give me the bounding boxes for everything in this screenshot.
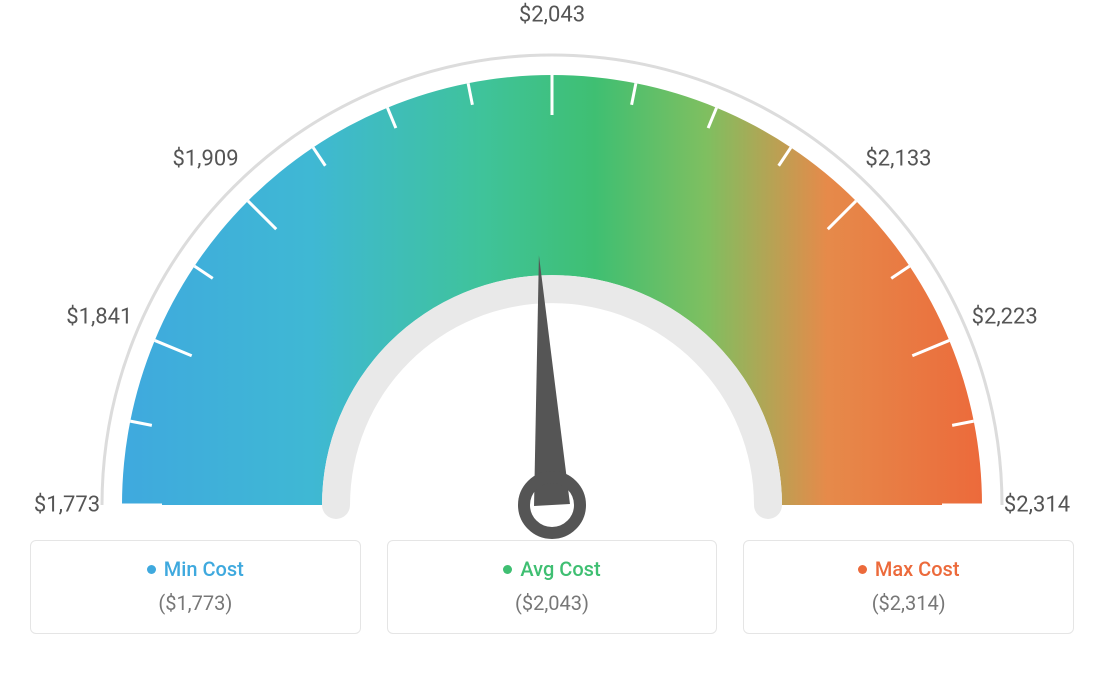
gauge-tick-label: $2,133 bbox=[865, 146, 931, 171]
legend-card-avg: Avg Cost ($2,043) bbox=[387, 540, 718, 634]
gauge-area: $1,773 $1,841 $1,909 $2,043 $2,133 $2,223 $2,3… bbox=[0, 0, 1104, 540]
legend-card-min: Min Cost ($1,773) bbox=[30, 540, 361, 634]
legend-value-avg: ($2,043) bbox=[388, 591, 717, 615]
gauge-tick-label: $2,314 bbox=[1004, 493, 1070, 518]
legend-title-max: Max Cost bbox=[858, 557, 960, 581]
legend-title-text: Avg Cost bbox=[520, 557, 600, 581]
gauge-tick-label: $2,223 bbox=[972, 305, 1038, 330]
legend-value-max: ($2,314) bbox=[744, 591, 1073, 615]
legend-card-max: Max Cost ($2,314) bbox=[743, 540, 1074, 634]
legend-value-min: ($1,773) bbox=[31, 591, 360, 615]
legend-dot-icon bbox=[858, 565, 867, 574]
legend-title-min: Min Cost bbox=[147, 557, 244, 581]
gauge-chart bbox=[0, 0, 1104, 540]
gauge-tick-label: $2,043 bbox=[519, 3, 585, 28]
legend-dot-icon bbox=[503, 565, 512, 574]
gauge-tick-label: $1,909 bbox=[172, 146, 238, 171]
gauge-tick-label: $1,841 bbox=[66, 305, 132, 330]
legend-row: Min Cost ($1,773) Avg Cost ($2,043) Max Cost… bbox=[0, 540, 1104, 634]
legend-title-text: Max Cost bbox=[875, 557, 960, 581]
cost-gauge-container: $1,773 $1,841 $1,909 $2,043 $2,133 $2,223 $2,3… bbox=[0, 0, 1104, 690]
legend-title-text: Min Cost bbox=[164, 557, 244, 581]
legend-dot-icon bbox=[147, 565, 156, 574]
gauge-tick-label: $1,773 bbox=[34, 493, 100, 518]
legend-title-avg: Avg Cost bbox=[503, 557, 600, 581]
